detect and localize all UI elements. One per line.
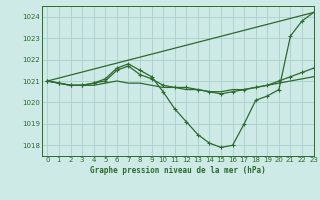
X-axis label: Graphe pression niveau de la mer (hPa): Graphe pression niveau de la mer (hPa)	[90, 166, 266, 175]
